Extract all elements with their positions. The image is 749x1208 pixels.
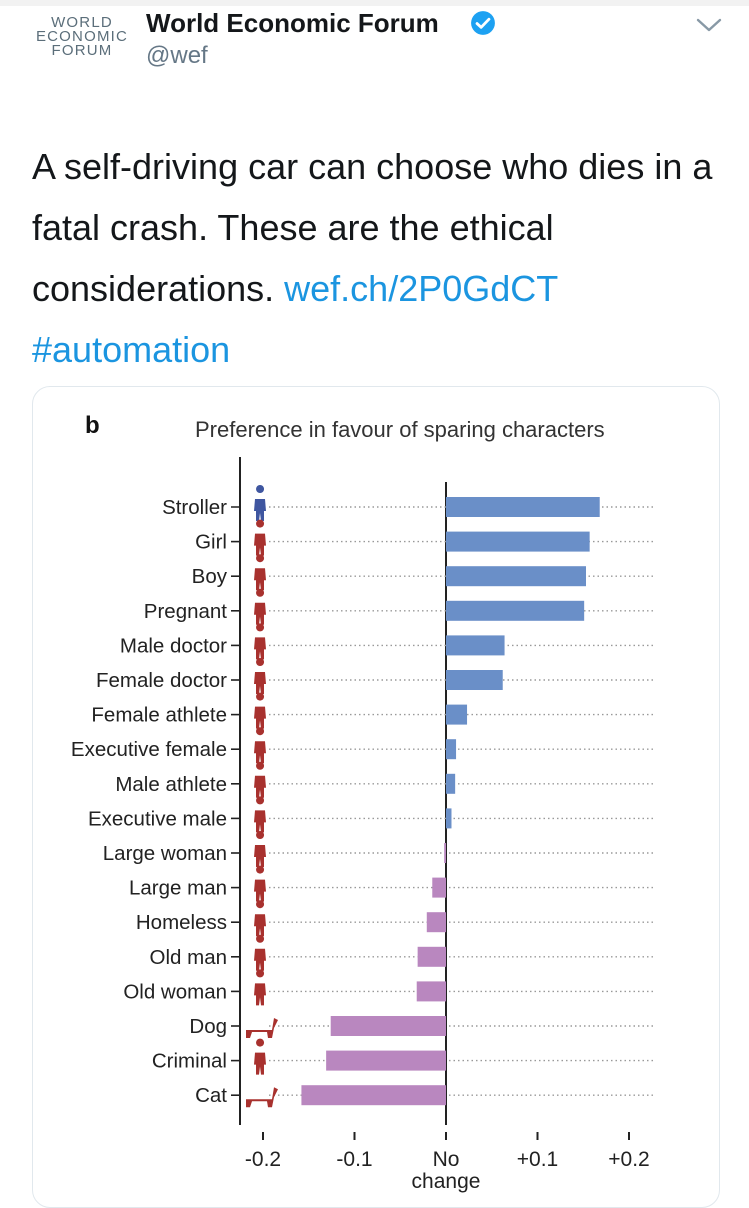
bar-criminal [326,1050,446,1071]
bar-chart: b Preference in favour of sparing charact… [71,412,653,1193]
logo-line-2: ECONOMIC [35,28,129,45]
category-label: Female athlete [91,704,227,727]
bar-pregnant [446,600,585,621]
bar-large-woman [444,843,446,863]
bar-stroller [446,497,600,517]
bar-boy [446,566,586,587]
executive-female-icon [254,727,266,764]
bar-homeless [426,912,446,933]
category-label: Pregnant [144,600,228,623]
old-man-icon [254,934,266,971]
bar-old-man [417,946,446,967]
category-label: Large woman [103,842,227,865]
chart-title: Preference in favour of sparing characte… [195,417,605,442]
boy-icon [254,554,266,591]
tweet-link[interactable]: wef.ch/2P0GdCT [284,268,559,309]
logo-line-1: WORLD [51,14,113,31]
x-tick-label: -0.2 [245,1148,281,1171]
bar-dog [330,1016,446,1036]
hashtag-link[interactable]: #automation [32,329,231,370]
dog-icon [246,1018,278,1038]
executive-male-icon [254,796,266,833]
category-label: Stroller [162,496,227,519]
bar-old-woman [416,981,446,1002]
author-handle[interactable]: @wef [146,42,208,69]
old-woman-icon [254,969,266,1006]
x-tick-label: No [433,1148,460,1171]
female-doctor-icon [254,658,266,694]
male-athlete-icon [254,761,266,798]
category-label: Boy [192,565,228,588]
bar-cat [301,1085,446,1106]
cat-icon [246,1087,278,1108]
x-tick-label: change [412,1170,481,1193]
x-tick-label: +0.2 [608,1148,649,1171]
panel-label: b [85,412,100,439]
x-tick-label: -0.1 [336,1148,372,1171]
homeless-icon [254,900,266,937]
category-label: Girl [195,531,227,554]
bar-large-man [432,877,446,898]
bar-girl [446,531,590,552]
stroller-icon [254,485,266,521]
bar-male-athlete [446,773,456,794]
category-label: Executive male [88,807,227,830]
male-doctor-icon [254,623,266,660]
pregnant-icon [254,588,266,625]
category-label: Executive female [71,738,227,761]
tweet-body: A self-driving car can choose who dies i… [32,146,713,309]
logo-line-3: FORUM [51,42,113,59]
tweet-header: WORLD ECONOMIC FORUM World Economic Foru… [0,0,749,90]
category-label: Cat [195,1084,227,1107]
category-label: Large man [129,877,227,900]
tweet-text: A self-driving car can choose who dies i… [32,136,722,380]
category-label: Female doctor [96,669,227,692]
category-label: Male athlete [115,773,227,796]
category-label: Criminal [152,1050,227,1073]
category-label: Old woman [123,980,227,1003]
author-name[interactable]: World Economic Forum [146,8,439,38]
female-athlete-icon [254,692,266,729]
bar-female-doctor [446,670,503,690]
bar-executive-male [446,808,452,829]
media-card[interactable]: b Preference in favour of sparing charact… [32,386,720,1208]
girl-icon [254,519,266,556]
verified-badge-icon [471,11,495,35]
criminal-icon [254,1038,266,1075]
category-label: Old man [150,946,227,969]
bar-male-doctor [446,635,505,656]
category-label: Dog [189,1015,227,1038]
large-woman-icon [254,831,266,867]
category-label: Homeless [136,911,227,934]
wef-logo[interactable]: WORLD ECONOMIC FORUM [30,14,134,72]
bar-female-athlete [446,704,468,725]
large-man-icon [254,865,266,902]
bar-executive-female [446,739,457,760]
chevron-down-icon[interactable] [694,14,724,36]
top-divider [0,0,749,6]
x-tick-label: +0.1 [517,1148,558,1171]
category-label: Male doctor [120,634,227,657]
